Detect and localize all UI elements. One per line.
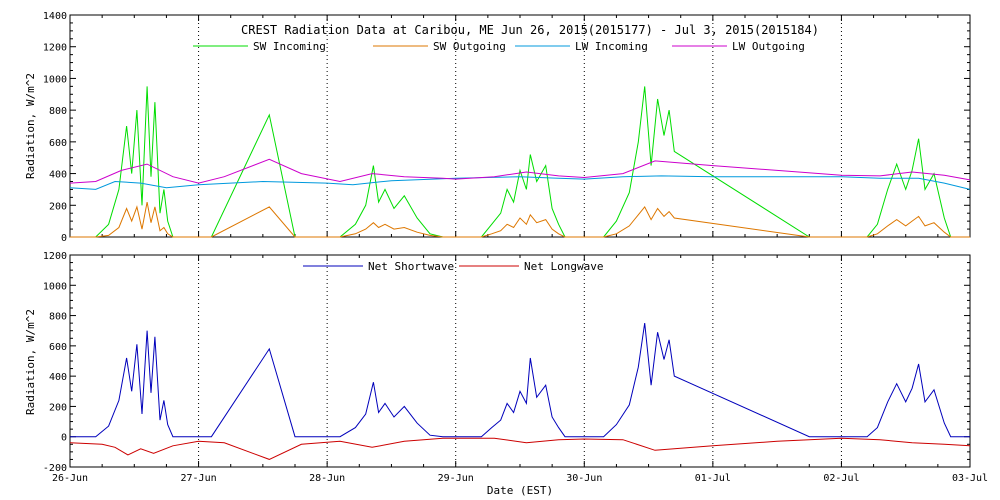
bottom-y-axis-label: Radiation, W/m^2 [24,309,37,415]
top-chart-title: CREST Radiation Data at Caribou, ME Jun … [241,23,819,37]
y-tick-label: 1200 [43,43,67,54]
y-tick-label: 600 [49,138,67,149]
x-tick-label: 01-Jul [695,473,731,484]
y-tick-label: 600 [49,342,67,353]
x-tick-label: 26-Jun [52,473,88,484]
y-tick-label: 1200 [43,251,67,262]
top-panel: 0 200 400 600 800 1000 1200 1400 CREST Radiatio… [24,11,971,244]
bottom-series [69,323,971,460]
legend-label: LW Outgoing [732,40,805,53]
series-line-sw-outgoing [70,202,970,238]
bottom-y-ticks: -200 0 200 400 600 800 1000 1200 [43,251,970,474]
top-y-axis-label: Radiation, W/m^2 [24,73,37,179]
top-series [69,86,971,238]
y-tick-label: -200 [43,463,67,474]
y-tick-label: 800 [49,106,67,117]
y-tick-label: 1000 [43,281,67,292]
bottom-x-ticks: 26-Jun 27-Jun 28-Jun 29-Jun 30-Jun 01-Jul 02-J… [52,255,988,484]
bottom-legend: Net Shortwave Net Longwave [303,260,603,273]
y-tick-label: 400 [49,372,67,383]
x-tick-label: 03-Jul [952,473,988,484]
top-grid [198,15,842,237]
legend-label: Net Shortwave [368,260,454,273]
legend-label: SW Incoming [253,40,326,53]
y-tick-label: 400 [49,170,67,181]
y-tick-label: 800 [49,312,67,323]
y-tick-label: 1400 [43,11,67,22]
y-tick-label: 0 [61,433,67,444]
x-tick-label: 02-Jul [823,473,859,484]
legend-label: LW Incoming [575,40,648,53]
top-legend: SW Incoming SW Outgoing LW Incoming LW Outg… [193,40,805,53]
x-tick-label: 28-Jun [309,473,345,484]
x-tick-label: 30-Jun [566,473,602,484]
series-line-sw-incoming [70,86,970,238]
bottom-panel: -200 0 200 400 600 800 1000 1200 26-Jun 27-Jun 28… [24,251,988,497]
bottom-grid [198,255,842,467]
legend-label: Net Longwave [524,260,603,273]
y-tick-label: 1000 [43,74,67,85]
y-tick-label: 0 [61,233,67,244]
x-tick-label: 29-Jun [438,473,474,484]
legend-label: SW Outgoing [433,40,506,53]
top-y-ticks: 0 200 400 600 800 1000 1200 1400 [43,11,971,244]
x-tick-label: 27-Jun [181,473,217,484]
bottom-plot-frame [69,254,971,468]
series-line-net-shortwave [70,323,970,438]
series-line-lw-outgoing [69,158,971,184]
series-line-net-longwave [69,437,971,460]
series-line-lw-incoming [69,175,971,190]
top-plot-frame [69,14,971,238]
y-tick-label: 200 [49,402,67,413]
y-tick-label: 200 [49,201,67,212]
x-axis-label: Date (EST) [487,484,553,497]
